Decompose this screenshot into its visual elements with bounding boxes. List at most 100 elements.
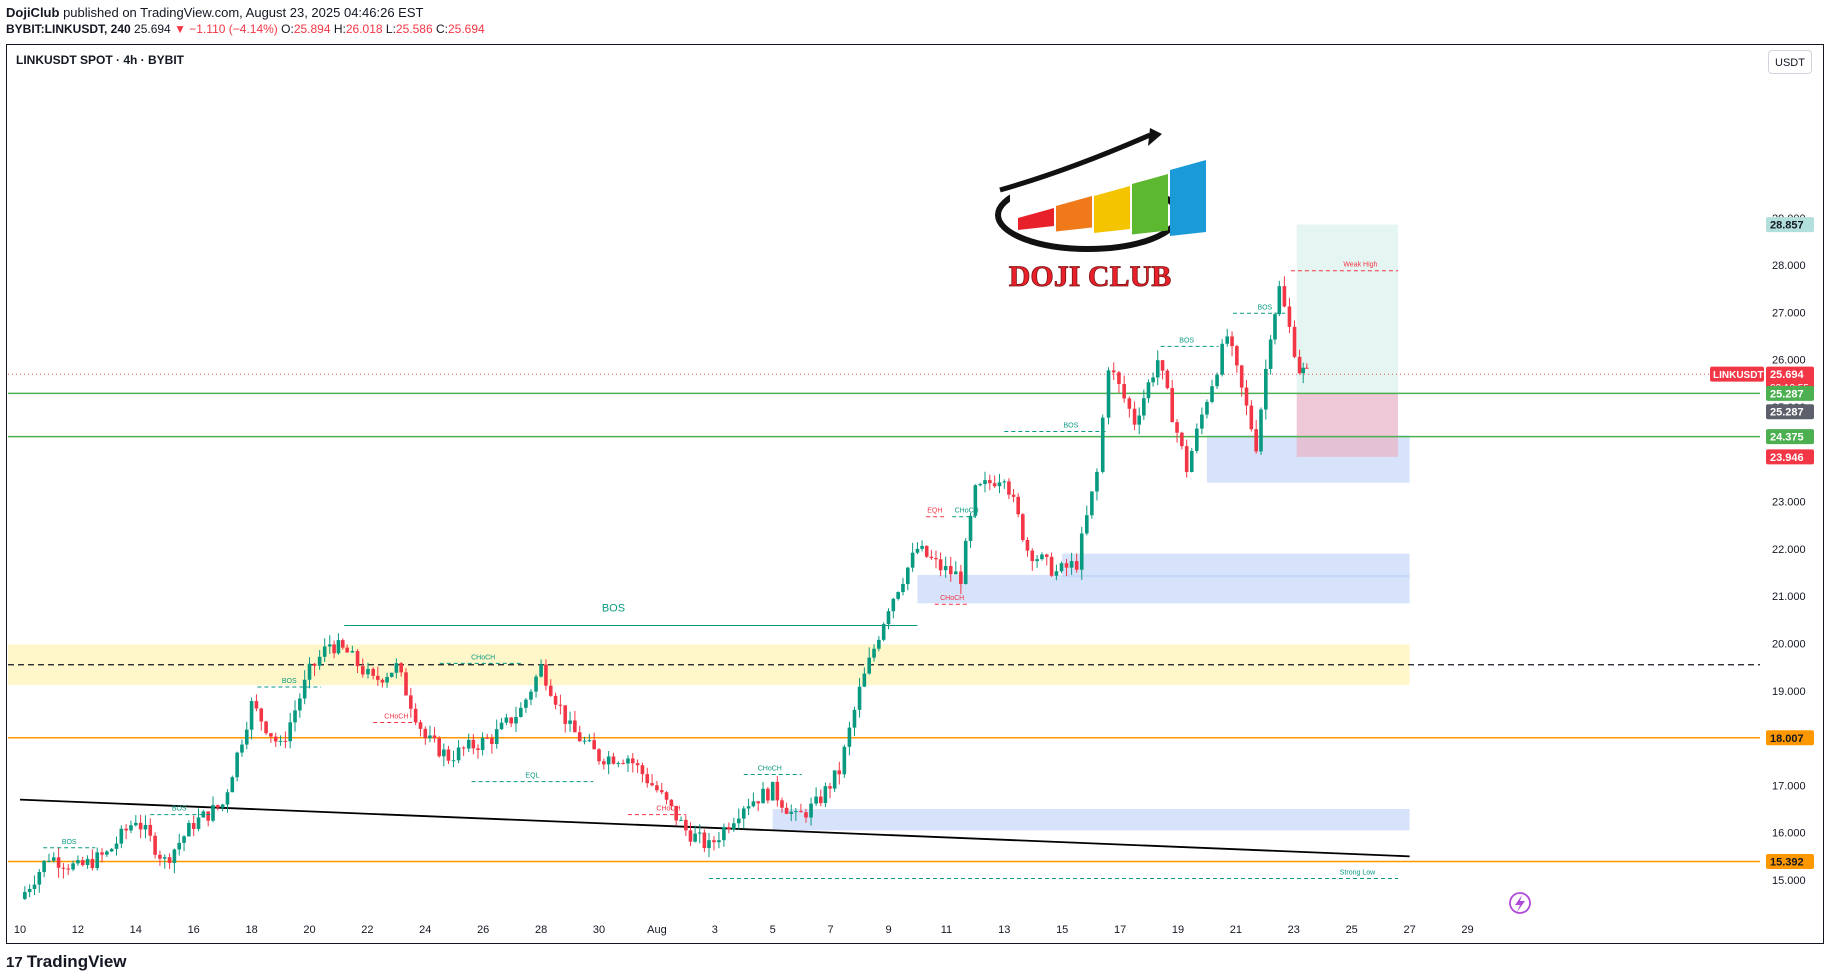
candle — [220, 804, 225, 808]
candle — [1111, 370, 1116, 373]
candle — [42, 860, 46, 873]
candle — [784, 807, 789, 814]
candle — [587, 740, 592, 742]
symbol-tag — [1710, 366, 1764, 382]
structure-label: CHoCH — [955, 508, 979, 515]
y-tick-label: 19.000 — [1772, 686, 1806, 698]
open-label: O: — [281, 22, 294, 36]
y-tick-label: 21.000 — [1772, 591, 1806, 603]
candle — [490, 738, 494, 745]
candle — [1160, 360, 1165, 371]
candle — [466, 739, 471, 749]
tradingview-footer[interactable]: 17 TradingView — [6, 952, 127, 972]
candle — [1079, 533, 1084, 570]
candle — [924, 545, 929, 557]
candle — [823, 786, 828, 804]
x-tick-label: 3 — [712, 924, 718, 936]
candle — [1155, 360, 1160, 378]
open-value: 25.894 — [293, 22, 331, 36]
candle — [80, 860, 85, 866]
x-tick-label: 7 — [828, 924, 834, 936]
price-tag-orange — [1766, 853, 1814, 869]
candle — [674, 805, 678, 821]
candle — [877, 639, 881, 649]
candle — [920, 545, 924, 549]
candle — [655, 785, 659, 791]
candle — [626, 758, 630, 764]
candle — [1002, 481, 1007, 483]
structure-label: BOS — [282, 678, 297, 685]
candle — [1210, 386, 1214, 402]
candle — [158, 854, 162, 859]
candle — [446, 749, 451, 761]
price-tag-label: 24.375 — [1770, 432, 1804, 444]
currency-unit-button[interactable]: USDT — [1768, 50, 1812, 74]
candle — [804, 812, 808, 818]
publisher-name[interactable]: DojiClub — [6, 5, 60, 20]
last-price: 25.694 — [134, 22, 171, 36]
candle — [983, 480, 987, 485]
candle — [480, 737, 485, 751]
candle — [1040, 554, 1044, 560]
candle — [376, 675, 380, 680]
candle — [191, 822, 196, 829]
candle — [906, 567, 910, 584]
candle — [602, 761, 606, 765]
structure-label: Strong Low — [1340, 870, 1376, 877]
candle — [317, 656, 322, 666]
candle — [794, 811, 798, 813]
candle — [664, 792, 669, 800]
candle — [385, 676, 389, 683]
candle — [90, 858, 95, 869]
demand-zone-1 — [1062, 553, 1410, 578]
high-label: H: — [333, 22, 346, 36]
candle — [1132, 408, 1137, 425]
candle — [963, 540, 968, 584]
candle — [679, 819, 683, 821]
candle — [789, 811, 794, 814]
candle — [534, 676, 538, 692]
candle — [105, 851, 109, 855]
price-tag-tp — [1766, 217, 1814, 233]
candle — [1137, 415, 1142, 425]
candle — [418, 722, 423, 729]
candle — [621, 762, 625, 764]
structure-label: Weak High — [1343, 262, 1377, 269]
candle — [597, 749, 601, 762]
low-value: 25.586 — [395, 22, 433, 36]
price-tag-label: 18.007 — [1770, 733, 1804, 745]
candle — [1239, 365, 1244, 388]
structure-label: CHoCH — [940, 595, 964, 602]
y-tick-label: 15.000 — [1772, 875, 1806, 887]
candle — [201, 811, 206, 818]
candle — [558, 704, 563, 706]
logo-bar — [1132, 174, 1168, 235]
x-tick-label: 20 — [303, 924, 315, 936]
x-tick-label: 28 — [535, 924, 547, 936]
lightning-icon[interactable] — [1509, 892, 1531, 914]
candle — [968, 515, 973, 541]
candle — [770, 781, 775, 801]
logo-bar — [1170, 160, 1206, 236]
x-tick-label: 22 — [361, 924, 373, 936]
candle — [298, 698, 302, 711]
candle — [1220, 343, 1224, 375]
candle — [891, 598, 896, 612]
x-tick-label: 10 — [14, 924, 26, 936]
candle — [371, 668, 375, 676]
candle — [476, 748, 480, 751]
candle — [611, 756, 616, 764]
candle — [332, 644, 336, 654]
candle — [514, 716, 518, 724]
logo-bar — [1056, 196, 1092, 232]
structure-label: EQH — [927, 508, 942, 515]
chart-frame[interactable] — [6, 44, 1824, 944]
candle — [143, 824, 148, 830]
price-tag-red — [1766, 449, 1814, 465]
candle — [366, 668, 370, 675]
candle — [109, 848, 114, 852]
candle — [1085, 515, 1089, 534]
candle — [211, 805, 215, 821]
candle — [650, 783, 654, 786]
